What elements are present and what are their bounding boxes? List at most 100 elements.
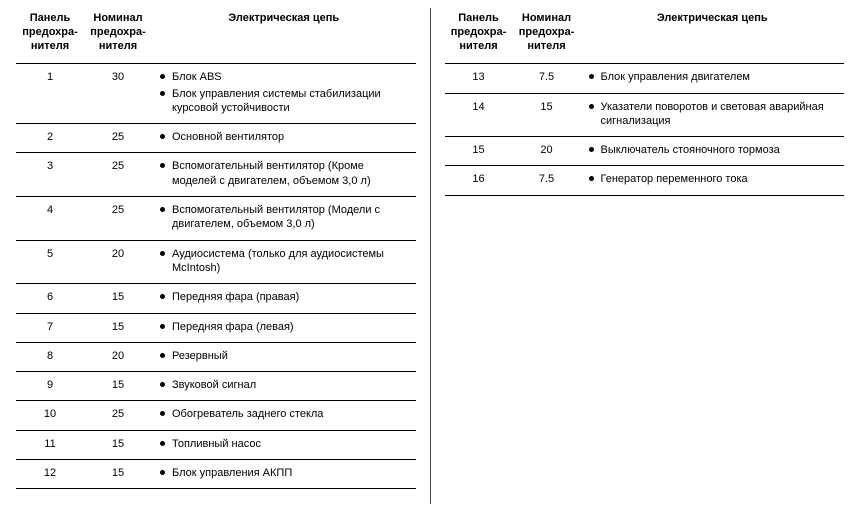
- circuit-list: Блок управления АКПП: [158, 466, 410, 480]
- circuit-list: Передняя фара (правая): [158, 290, 410, 304]
- header-circuit: Электрическая цепь: [152, 8, 416, 64]
- cell-circuit: Блок ABS Блок управления системы стабилиз…: [152, 64, 416, 124]
- table-row: 1215 Блок управления АКПП: [16, 460, 416, 489]
- cell-nominal: 25: [84, 197, 152, 241]
- circuit-list: Резервный: [158, 349, 410, 363]
- cell-circuit: Обогреватель заднего стекла: [152, 401, 416, 430]
- cell-circuit: Блок управления двигателем: [581, 64, 845, 93]
- cell-nominal: 20: [513, 137, 581, 166]
- left-column: Панель предохра-нителя Номинал предохра-…: [4, 8, 428, 504]
- cell-panel: 16: [445, 166, 513, 195]
- cell-circuit: Указатели поворотов и световая аварийная…: [581, 93, 845, 137]
- cell-nominal: 15: [84, 430, 152, 459]
- circuit-list: Блок ABS Блок управления системы стабилиз…: [158, 70, 410, 115]
- circuit-item: Вспомогательный вентилятор (Модели с дви…: [158, 203, 410, 232]
- cell-panel: 10: [16, 401, 84, 430]
- circuit-list: Вспомогательный вентилятор (Кроме моделе…: [158, 159, 410, 188]
- circuit-item: Обогреватель заднего стекла: [158, 407, 410, 421]
- table-row: 1025 Обогреватель заднего стекла: [16, 401, 416, 430]
- cell-circuit: Передняя фара (правая): [152, 284, 416, 313]
- circuit-list: Обогреватель заднего стекла: [158, 407, 410, 421]
- cell-nominal: 30: [84, 64, 152, 124]
- cell-panel: 2: [16, 124, 84, 153]
- cell-panel: 8: [16, 342, 84, 371]
- cell-nominal: 25: [84, 401, 152, 430]
- cell-nominal: 15: [84, 372, 152, 401]
- circuit-item: Блок ABS: [158, 70, 410, 84]
- cell-circuit: Вспомогательный вентилятор (Кроме моделе…: [152, 153, 416, 197]
- table-header-row: Панель предохра-нителя Номинал предохра-…: [445, 8, 845, 64]
- table-row: 425Вспомогательный вентилятор (Модели с …: [16, 197, 416, 241]
- cell-circuit: Звуковой сигнал: [152, 372, 416, 401]
- left-tbody: 130 Блок ABS Блок управления системы стаби…: [16, 64, 416, 489]
- cell-circuit: Блок управления АКПП: [152, 460, 416, 489]
- cell-panel: 9: [16, 372, 84, 401]
- cell-panel: 3: [16, 153, 84, 197]
- cell-circuit: Генератор переменного тока: [581, 166, 845, 195]
- table-row: 1520Выключатель стояночного тормоза: [445, 137, 845, 166]
- table-row: 325Вспомогательный вентилятор (Кроме мод…: [16, 153, 416, 197]
- circuit-list: Топливный насос: [158, 437, 410, 451]
- cell-nominal: 15: [513, 93, 581, 137]
- header-panel: Панель предохра-нителя: [445, 8, 513, 64]
- cell-nominal: 20: [84, 240, 152, 284]
- cell-panel: 5: [16, 240, 84, 284]
- fuse-table-right: Панель предохра-нителя Номинал предохра-…: [445, 8, 845, 196]
- circuit-list: Генератор переменного тока: [587, 172, 839, 186]
- circuit-list: Звуковой сигнал: [158, 378, 410, 392]
- header-nominal: Номинал предохра-нителя: [84, 8, 152, 64]
- cell-nominal: 20: [84, 342, 152, 371]
- circuit-item: Блок управления двигателем: [587, 70, 839, 84]
- circuit-list: Передняя фара (левая): [158, 320, 410, 334]
- circuit-item: Генератор переменного тока: [587, 172, 839, 186]
- cell-panel: 13: [445, 64, 513, 93]
- cell-nominal: 15: [84, 460, 152, 489]
- circuit-item: Резервный: [158, 349, 410, 363]
- table-row: 715Передняя фара (левая): [16, 313, 416, 342]
- table-row: 915 Звуковой сигнал: [16, 372, 416, 401]
- table-row: 820 Резервный: [16, 342, 416, 371]
- header-panel: Панель предохра-нителя: [16, 8, 84, 64]
- cell-circuit: Передняя фара (левая): [152, 313, 416, 342]
- cell-panel: 4: [16, 197, 84, 241]
- table-row: 167.5 Генератор переменного тока: [445, 166, 845, 195]
- table-row: 615Передняя фара (правая): [16, 284, 416, 313]
- cell-nominal: 25: [84, 153, 152, 197]
- cell-panel: 12: [16, 460, 84, 489]
- circuit-item: Выключатель стояночного тормоза: [587, 143, 839, 157]
- cell-nominal: 7.5: [513, 64, 581, 93]
- circuit-item: Передняя фара (левая): [158, 320, 410, 334]
- cell-panel: 7: [16, 313, 84, 342]
- table-row: 520Аудиосистема (только для аудиосистемы…: [16, 240, 416, 284]
- circuit-item: Блок управления АКПП: [158, 466, 410, 480]
- table-header-row: Панель предохра-нителя Номинал предохра-…: [16, 8, 416, 64]
- cell-circuit: Выключатель стояночного тормоза: [581, 137, 845, 166]
- table-row: 1415Указатели поворотов и световая авари…: [445, 93, 845, 137]
- cell-circuit: Основной вентилятор: [152, 124, 416, 153]
- cell-panel: 1: [16, 64, 84, 124]
- circuit-list: Указатели поворотов и световая аварийная…: [587, 100, 839, 129]
- circuit-list: Вспомогательный вентилятор (Модели с дви…: [158, 203, 410, 232]
- cell-circuit: Резервный: [152, 342, 416, 371]
- cell-nominal: 25: [84, 124, 152, 153]
- circuit-list: Основной вентилятор: [158, 130, 410, 144]
- table-row: 137.5 Блок управления двигателем: [445, 64, 845, 93]
- circuit-item: Указатели поворотов и световая аварийная…: [587, 100, 839, 129]
- cell-circuit: Топливный насос: [152, 430, 416, 459]
- circuit-list: Блок управления двигателем: [587, 70, 839, 84]
- circuit-item: Основной вентилятор: [158, 130, 410, 144]
- cell-circuit: Аудиосистема (только для аудиосистемы Mc…: [152, 240, 416, 284]
- cell-circuit: Вспомогательный вентилятор (Модели с дви…: [152, 197, 416, 241]
- circuit-item: Передняя фара (правая): [158, 290, 410, 304]
- cell-panel: 14: [445, 93, 513, 137]
- circuit-item: Вспомогательный вентилятор (Кроме моделе…: [158, 159, 410, 188]
- cell-nominal: 7.5: [513, 166, 581, 195]
- circuit-item: Аудиосистема (только для аудиосистемы Mc…: [158, 247, 410, 276]
- table-row: 1115 Топливный насос: [16, 430, 416, 459]
- right-column: Панель предохра-нителя Номинал предохра-…: [433, 8, 857, 504]
- cell-panel: 11: [16, 430, 84, 459]
- circuit-list: Аудиосистема (только для аудиосистемы Mc…: [158, 247, 410, 276]
- header-nominal: Номинал предохра-нителя: [513, 8, 581, 64]
- circuit-item: Топливный насос: [158, 437, 410, 451]
- circuit-item: Блок управления системы стабилизации кур…: [158, 87, 410, 116]
